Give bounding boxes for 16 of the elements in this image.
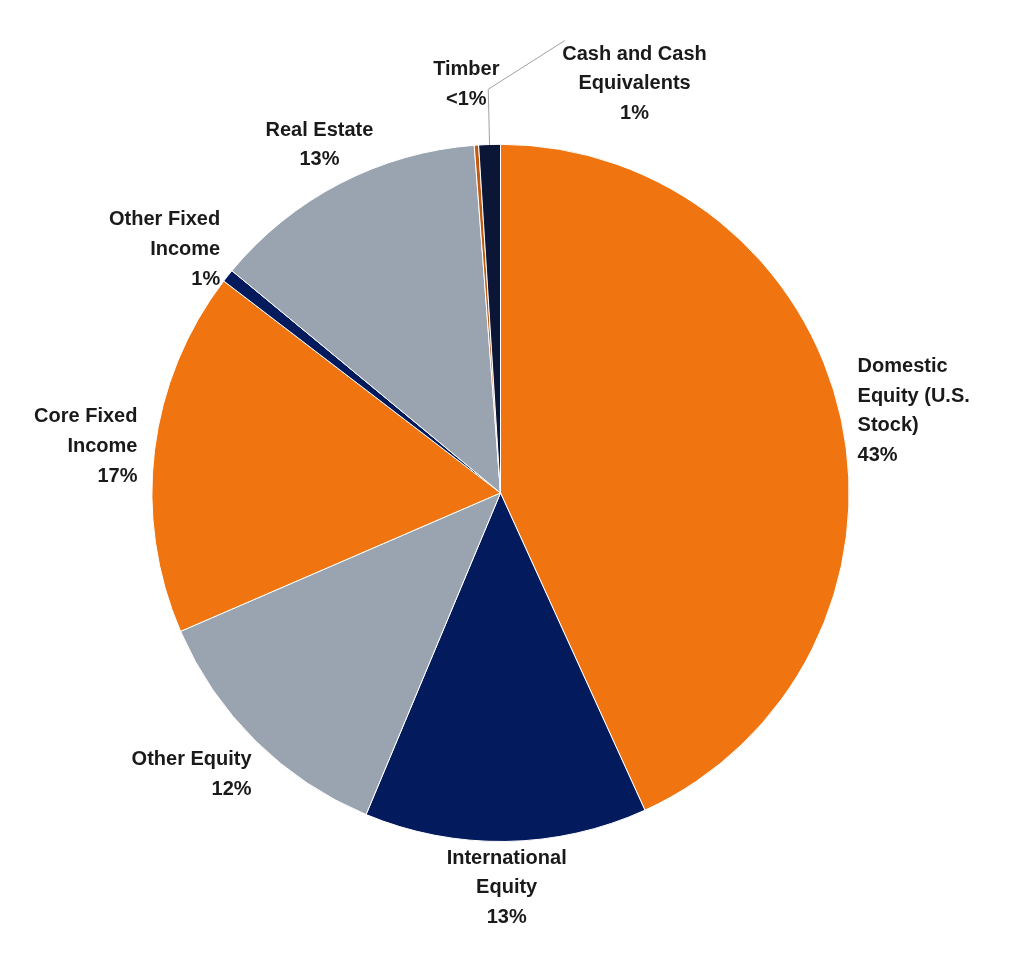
- slice-label: Other Fixed Income: [109, 207, 221, 259]
- data-label: 1%: [620, 100, 650, 123]
- data-label: 1%: [191, 266, 221, 289]
- slice-label: Cash and Cash Equivalents: [562, 41, 707, 94]
- slice-label: Other Equity: [131, 746, 253, 769]
- data-label: 13%: [299, 147, 340, 170]
- slice-label: Real Estate: [265, 117, 374, 140]
- slice-label: International Equity: [446, 845, 567, 898]
- data-label: 12%: [211, 776, 252, 799]
- slice-label: Core Fixed Income: [34, 404, 138, 456]
- slice-label: Timber: [433, 57, 500, 80]
- data-label: 43%: [857, 443, 898, 466]
- data-label: 13%: [486, 904, 527, 927]
- data-label: <1%: [446, 86, 487, 109]
- data-label: 17%: [97, 463, 138, 486]
- slice-label: Domestic Equity (U.S. Stock): [857, 353, 970, 436]
